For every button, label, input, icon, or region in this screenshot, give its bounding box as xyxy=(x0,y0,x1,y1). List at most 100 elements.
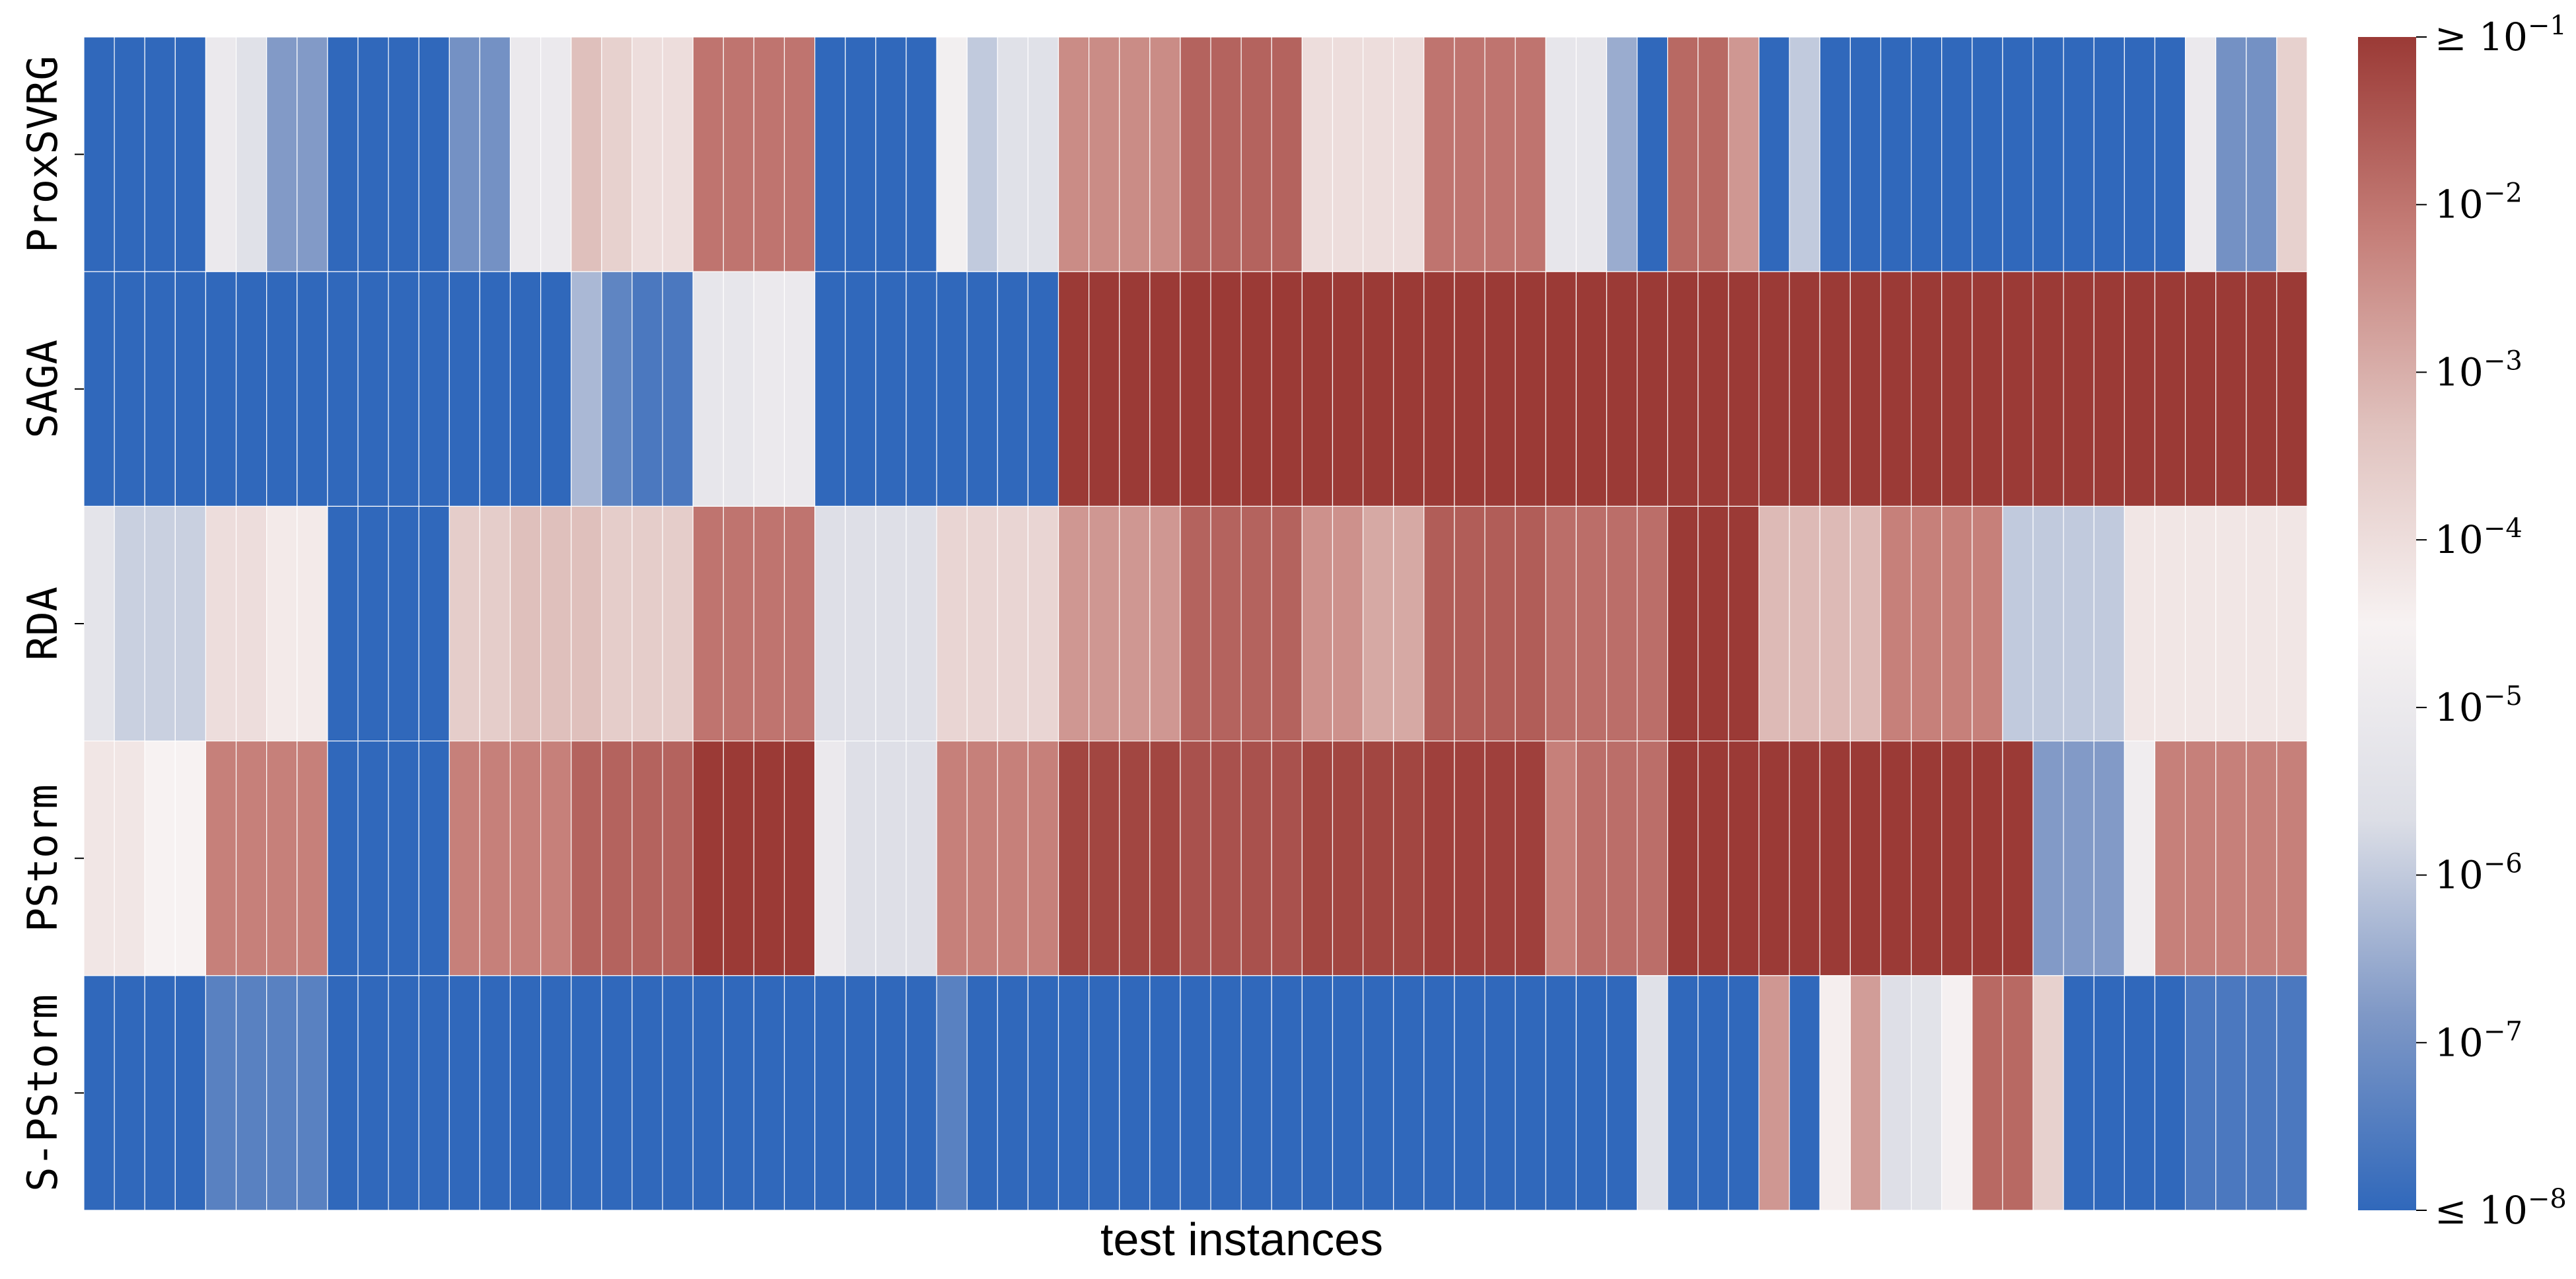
heatmap-cell xyxy=(906,505,937,742)
heatmap-cell xyxy=(1454,975,1485,1211)
heatmap-cell xyxy=(388,36,419,272)
heatmap-cell xyxy=(1941,36,1973,272)
heatmap-cell xyxy=(2276,36,2308,272)
heatmap-cell xyxy=(631,975,663,1211)
heatmap-cell xyxy=(1667,505,1699,742)
heatmap-cell xyxy=(1972,975,2003,1211)
heatmap-cell xyxy=(1271,271,1303,507)
heatmap-cell xyxy=(2154,505,2186,742)
heatmap-cell xyxy=(1454,271,1485,507)
heatmap-cell xyxy=(1119,505,1151,742)
heatmap-cell xyxy=(1789,36,1820,272)
heatmap-cell xyxy=(1332,36,1364,272)
heatmap-cell xyxy=(297,271,328,507)
heatmap-cell xyxy=(1393,975,1425,1211)
heatmap-cell xyxy=(1515,740,1546,976)
heatmap-cell xyxy=(1575,505,1608,742)
heatmap-cell xyxy=(418,36,450,272)
colorbar-tick-label: ≥ 10−1 xyxy=(2435,11,2567,59)
heatmap-cell xyxy=(2276,975,2308,1211)
heatmap-cell xyxy=(1332,740,1364,976)
heatmap-cell xyxy=(1089,36,1120,272)
colorbar-tick-exponent: −2 xyxy=(2484,178,2522,209)
heatmap-cell xyxy=(1149,740,1181,976)
heatmap-cell xyxy=(1271,975,1303,1211)
heatmap-cell xyxy=(2154,36,2186,272)
heatmap-cell xyxy=(327,505,359,742)
heatmap-cell xyxy=(1393,271,1425,507)
heatmap-cell xyxy=(1972,740,2003,976)
heatmap-cell xyxy=(144,740,176,976)
heatmap-cell xyxy=(2276,271,2308,507)
row-label: RDA xyxy=(18,587,67,661)
heatmap-cell xyxy=(1636,975,1668,1211)
heatmap-cell xyxy=(1758,505,1790,742)
heatmap-cell xyxy=(1849,505,1882,742)
heatmap-cell xyxy=(571,36,602,272)
heatmap-cell xyxy=(2246,975,2277,1211)
row-label: PStorm xyxy=(18,784,67,932)
heatmap-cell xyxy=(1301,271,1334,507)
heatmap-cell xyxy=(448,36,481,272)
heatmap-cell xyxy=(875,505,907,742)
heatmap-cell xyxy=(174,505,207,742)
heatmap-cell xyxy=(388,271,419,507)
heatmap-cell xyxy=(723,740,755,976)
heatmap-cell xyxy=(1849,975,1882,1211)
heatmap-cell xyxy=(2184,271,2217,507)
heatmap-cell xyxy=(1210,740,1242,976)
heatmap-cell xyxy=(906,271,937,507)
heatmap-cell xyxy=(266,975,298,1211)
heatmap-cell xyxy=(2032,505,2064,742)
colorbar-tick-base: 10 xyxy=(2479,1188,2528,1233)
heatmap-cell xyxy=(631,271,663,507)
heatmap-cell xyxy=(1606,505,1638,742)
heatmap-cell xyxy=(1057,740,1090,976)
heatmap-cell xyxy=(2124,740,2156,976)
heatmap-cell xyxy=(1698,505,1729,742)
heatmap-cell xyxy=(2124,505,2156,742)
heatmap-cell xyxy=(2184,36,2217,272)
heatmap-cell xyxy=(1423,740,1455,976)
colorbar-tick-label: 10−6 xyxy=(2435,849,2522,898)
heatmap-cell xyxy=(1057,271,1090,507)
heatmap-cell xyxy=(2276,740,2308,976)
heatmap-cell xyxy=(571,975,602,1211)
heatmap-cell xyxy=(1972,505,2003,742)
heatmap-cell xyxy=(1515,271,1546,507)
heatmap-cell xyxy=(1180,36,1211,272)
heatmap-cell xyxy=(479,975,511,1211)
heatmap-cell xyxy=(1910,505,1943,742)
heatmap-cell xyxy=(966,271,998,507)
heatmap-cell xyxy=(1849,271,1882,507)
heatmap-cell xyxy=(845,505,877,742)
heatmap-cell xyxy=(1119,36,1151,272)
heatmap-cell xyxy=(1849,36,1882,272)
heatmap-cell xyxy=(2246,36,2277,272)
heatmap-cell xyxy=(297,36,328,272)
heatmap-cell xyxy=(114,505,145,742)
heatmap-cell xyxy=(783,505,816,742)
colorbar-scale xyxy=(2358,37,2416,1210)
heatmap-cell xyxy=(327,740,359,976)
heatmap-cell xyxy=(205,975,237,1211)
heatmap-cell xyxy=(601,505,633,742)
colorbar-tick-base: 10 xyxy=(2435,517,2484,562)
heatmap-cell xyxy=(753,36,785,272)
heatmap-cell xyxy=(1636,271,1668,507)
heatmap-cell xyxy=(1332,271,1364,507)
heatmap-cell xyxy=(845,271,877,507)
heatmap-cell xyxy=(1515,36,1546,272)
heatmap-cell xyxy=(1180,975,1211,1211)
heatmap-cell xyxy=(144,271,176,507)
heatmap-cell xyxy=(1698,36,1729,272)
heatmap-cell xyxy=(1819,36,1851,272)
heatmap-cell xyxy=(1575,271,1608,507)
heatmap-cell xyxy=(509,975,542,1211)
heatmap-cell xyxy=(1972,36,2003,272)
heatmap-cell xyxy=(1423,505,1455,742)
heatmap-cell xyxy=(1758,740,1790,976)
colorbar-tick-base: 10 xyxy=(2435,1020,2484,1065)
heatmap-cell xyxy=(2215,271,2247,507)
heatmap-cell xyxy=(1819,271,1851,507)
